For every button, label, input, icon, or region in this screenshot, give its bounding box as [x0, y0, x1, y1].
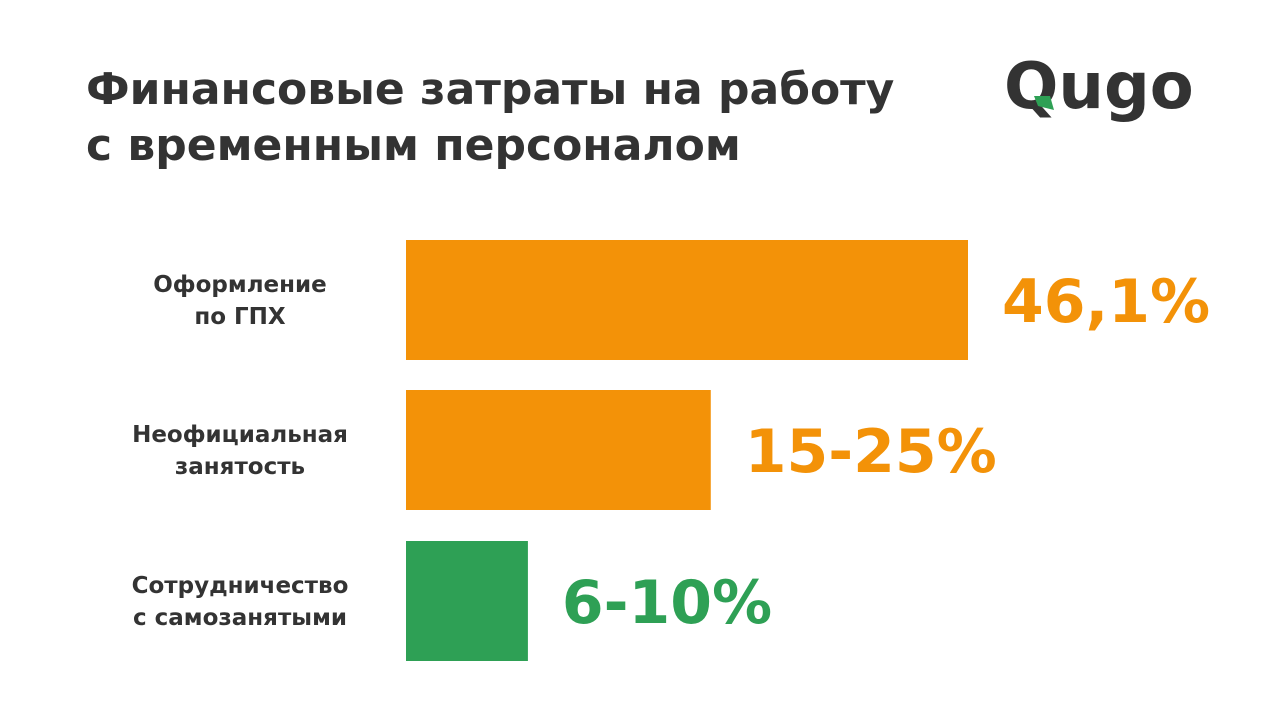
bar-3: [406, 541, 528, 661]
category-label-1-line-1: Оформление: [153, 272, 327, 298]
logo-text: Qugo: [1004, 52, 1194, 124]
title-line-2: с временным персоналом: [86, 120, 741, 171]
title-line-1: Финансовые затраты на работу: [86, 64, 895, 115]
qugo-logo-icon: Qugo: [1004, 52, 1194, 124]
bar-2: [406, 390, 711, 510]
category-label-2-line-2: занятость: [175, 454, 305, 480]
category-label-2-line-1: Неофициальная: [132, 422, 348, 448]
page-title: Финансовые затраты на работу с временным…: [86, 62, 906, 174]
category-label-1-line-2: по ГПХ: [194, 304, 286, 330]
logo-accent-icon: [1034, 96, 1054, 110]
value-label-3: 6-10%: [562, 568, 772, 638]
category-label-3-line-1: Сотрудничество: [132, 573, 349, 599]
bar-1: [406, 240, 968, 360]
value-label-1: 46,1%: [1002, 267, 1210, 337]
value-label-2: 15-25%: [745, 417, 997, 487]
category-label-3-line-2: с самозанятыми: [133, 605, 347, 631]
qugo-logo: Qugo: [1004, 52, 1208, 138]
